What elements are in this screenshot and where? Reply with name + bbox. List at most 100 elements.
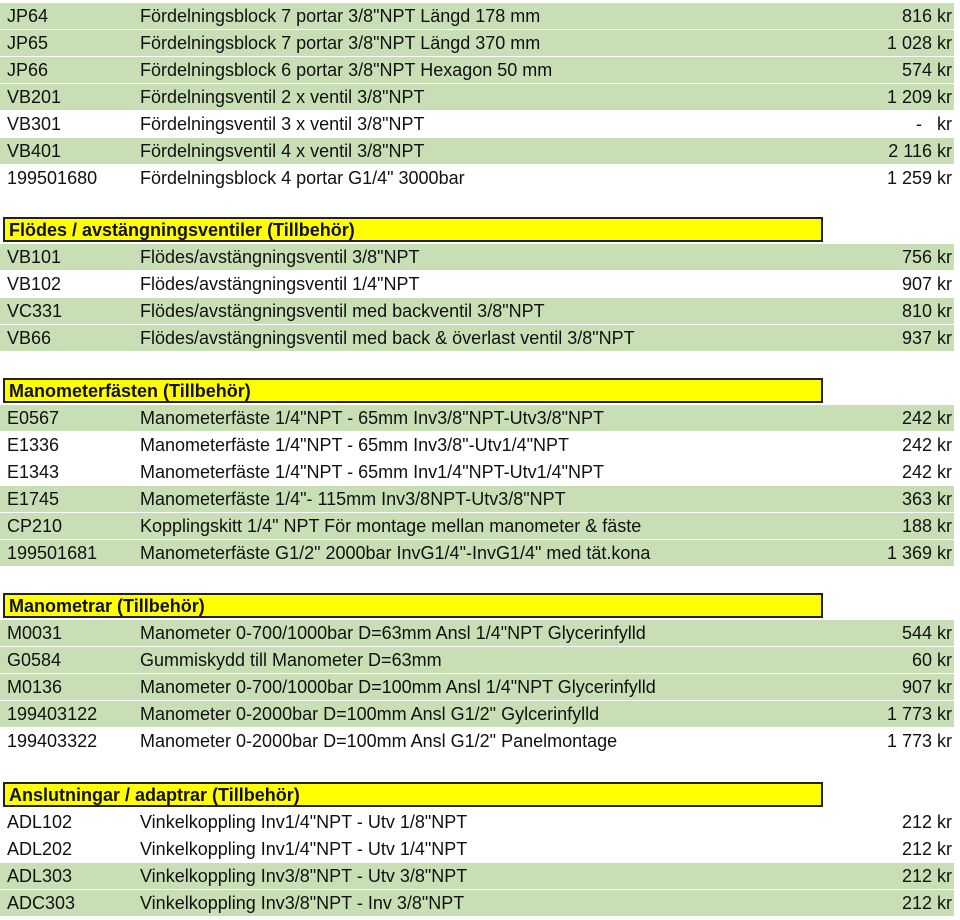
table-row: VC331 Flödes/avstängningsventil med back… <box>0 298 954 324</box>
product-code: 199501680 <box>7 168 98 188</box>
table-row: 199501680 Fördelningsblock 4 portar G1/4… <box>0 165 954 191</box>
product-price: 810 kr <box>901 301 952 321</box>
product-price: 212 kr <box>901 839 952 859</box>
table-row: VB401 Fördelningsventil 4 x ventil 3/8"N… <box>0 138 954 164</box>
product-price: 544 kr <box>901 623 952 643</box>
product-price: 937 kr <box>901 328 952 348</box>
product-code: CP210 <box>7 516 63 536</box>
product-code: M0031 <box>7 623 63 643</box>
product-price: 242 kr <box>901 462 952 482</box>
product-price: 1 209 kr <box>886 87 952 107</box>
product-code: VB301 <box>7 114 62 134</box>
product-code: VB101 <box>7 247 62 267</box>
product-price: 212 kr <box>901 866 952 886</box>
product-code: JP65 <box>7 33 49 53</box>
product-description: Vinkelkoppling Inv1/4"NPT - Utv 1/8"NPT <box>140 812 468 832</box>
table-row: E1343 Manometerfäste 1/4"NPT - 65mm Inv1… <box>0 459 954 485</box>
product-price: 1 773 kr <box>886 731 952 751</box>
table-row: ADL102 Vinkelkoppling Inv1/4"NPT - Utv 1… <box>0 809 954 835</box>
product-code: JP66 <box>7 60 49 80</box>
product-code: 199403322 <box>7 731 98 751</box>
table-row: VB66 Flödes/avstängningsventil med back … <box>0 325 954 351</box>
section-header: Manometrar (Tillbehör) <box>3 593 823 618</box>
product-price: 907 kr <box>901 274 952 294</box>
section-header: Anslutningar / adaptrar (Tillbehör) <box>3 782 823 807</box>
table-row: JP65 Fördelningsblock 7 portar 3/8"NPT L… <box>0 30 954 56</box>
product-code: ADL303 <box>7 866 73 886</box>
table-row: 199403122 Manometer 0-2000bar D=100mm An… <box>0 701 954 727</box>
table-row: E1745 Manometerfäste 1/4"- 115mm Inv3/8N… <box>0 486 954 512</box>
product-description: Fördelningsblock 7 portar 3/8"NPT Längd … <box>140 6 541 26</box>
product-code: E1745 <box>7 489 60 509</box>
product-description: Fördelningsventil 2 x ventil 3/8"NPT <box>140 87 425 107</box>
product-code: JP64 <box>7 6 49 26</box>
product-code: VB201 <box>7 87 62 107</box>
table-row: G0584 Gummiskydd till Manometer D=63mm 6… <box>0 647 954 673</box>
product-price: 212 kr <box>901 893 952 913</box>
table-row: VB201 Fördelningsventil 2 x ventil 3/8"N… <box>0 84 954 110</box>
product-code: VC331 <box>7 301 63 321</box>
table-row: E1336 Manometerfäste 1/4"NPT - 65mm Inv3… <box>0 432 954 458</box>
product-description: Manometer 0-700/1000bar D=100mm Ansl 1/4… <box>140 677 656 697</box>
product-description: Vinkelkoppling Inv3/8"NPT - Inv 3/8"NPT <box>140 893 465 913</box>
product-description: Fördelningsblock 7 portar 3/8"NPT Längd … <box>140 33 541 53</box>
table-row: M0136 Manometer 0-700/1000bar D=100mm An… <box>0 674 954 700</box>
product-description: Vinkelkoppling Inv1/4"NPT - Utv 1/4"NPT <box>140 839 468 859</box>
section-header: Flödes / avstängningsventiler (Tillbehör… <box>3 217 823 242</box>
product-description: Flödes/avstängningsventil 3/8"NPT <box>140 247 420 267</box>
table-row: 199501681 Manometerfäste G1/2" 2000bar I… <box>0 540 954 566</box>
table-row: VB101 Flödes/avstängningsventil 3/8"NPT … <box>0 244 954 270</box>
table-row: VB102 Flödes/avstängningsventil 1/4"NPT … <box>0 271 954 297</box>
section-title: Anslutningar / adaptrar (Tillbehör) <box>9 785 300 805</box>
product-description: Fördelningsblock 4 portar G1/4" 3000bar <box>140 168 465 188</box>
product-description: Manometerfäste G1/2" 2000bar InvG1/4"-In… <box>140 543 651 563</box>
product-price: 242 kr <box>901 435 952 455</box>
product-description: Manometerfäste 1/4"NPT - 65mm Inv1/4"NPT… <box>140 462 604 482</box>
table-row: 199403322 Manometer 0-2000bar D=100mm An… <box>0 728 954 754</box>
product-description: Flödes/avstängningsventil med backventil… <box>140 301 545 321</box>
product-description: Manometerfäste 1/4"NPT - 65mm Inv3/8"NPT… <box>140 408 604 428</box>
product-price: 907 kr <box>901 677 952 697</box>
table-row: E0567 Manometerfäste 1/4"NPT - 65mm Inv3… <box>0 405 954 431</box>
product-code: E0567 <box>7 408 60 428</box>
table-row: VB301 Fördelningsventil 3 x ventil 3/8"N… <box>0 111 954 137</box>
product-price: 816 kr <box>901 6 952 26</box>
table-row: M0031 Manometer 0-700/1000bar D=63mm Ans… <box>0 620 954 646</box>
product-price: 188 kr <box>901 516 952 536</box>
product-code: VB102 <box>7 274 62 294</box>
product-price: 574 kr <box>901 60 952 80</box>
product-code: G0584 <box>7 650 62 670</box>
product-code: VB66 <box>7 328 52 348</box>
product-description: Manometer 0-2000bar D=100mm Ansl G1/2" P… <box>140 731 618 751</box>
table-row: JP64 Fördelningsblock 7 portar 3/8"NPT L… <box>0 3 954 29</box>
product-price: 60 kr <box>911 650 952 670</box>
product-price: - kr <box>916 114 952 134</box>
product-code: E1343 <box>7 462 60 482</box>
product-code: M0136 <box>7 677 63 697</box>
product-description: Fördelningsblock 6 portar 3/8"NPT Hexago… <box>140 60 553 80</box>
table-row: ADL303 Vinkelkoppling Inv3/8"NPT - Utv 3… <box>0 863 954 889</box>
product-description: Manometer 0-2000bar D=100mm Ansl G1/2" G… <box>140 704 600 724</box>
table-row: ADL202 Vinkelkoppling Inv1/4"NPT - Utv 1… <box>0 836 954 862</box>
product-description: Manometerfäste 1/4"- 115mm Inv3/8NPT-Utv… <box>140 489 566 509</box>
product-code: ADC303 <box>7 893 76 913</box>
product-code: VB401 <box>7 141 62 161</box>
table-row: JP66 Fördelningsblock 6 portar 3/8"NPT H… <box>0 57 954 83</box>
product-description: Gummiskydd till Manometer D=63mm <box>140 650 442 670</box>
product-code: 199501681 <box>7 543 98 563</box>
product-price: 756 kr <box>901 247 952 267</box>
section-title: Flödes / avstängningsventiler (Tillbehör… <box>9 220 355 240</box>
product-price: 1 369 kr <box>886 543 952 563</box>
table-row: ADC303 Vinkelkoppling Inv3/8"NPT - Inv 3… <box>0 890 954 916</box>
product-price: 2 116 kr <box>888 141 952 161</box>
product-price: 1 028 kr <box>886 33 952 53</box>
table-row: CP210 Kopplingskitt 1/4" NPT För montage… <box>0 513 954 539</box>
product-code: ADL202 <box>7 839 73 859</box>
product-description: Fördelningsventil 4 x ventil 3/8"NPT <box>140 141 425 161</box>
product-price: 1 259 kr <box>886 168 952 188</box>
product-price: 212 kr <box>901 812 952 832</box>
product-description: Manometer 0-700/1000bar D=63mm Ansl 1/4"… <box>140 623 646 643</box>
product-description: Vinkelkoppling Inv3/8"NPT - Utv 3/8"NPT <box>140 866 468 886</box>
section-title: Manometrar (Tillbehör) <box>9 596 205 616</box>
product-code: 199403122 <box>7 704 98 724</box>
